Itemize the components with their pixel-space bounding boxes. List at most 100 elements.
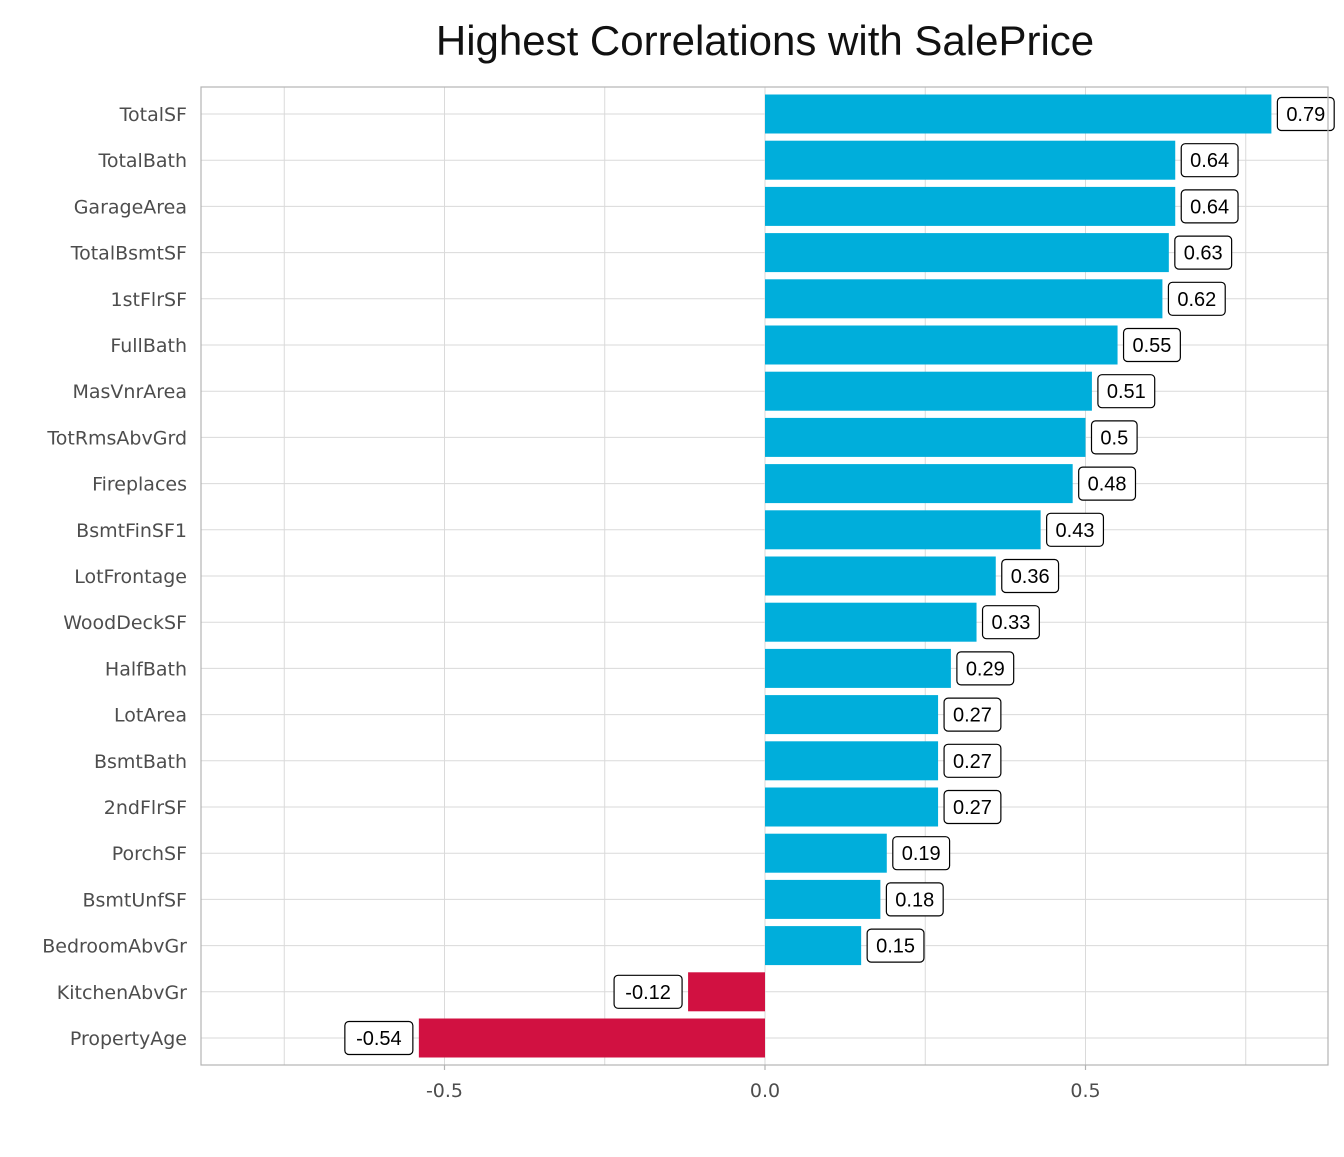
data-label: 0.15 bbox=[866, 928, 925, 963]
y-tick-label: Fireplaces bbox=[92, 474, 187, 496]
data-label: 0.36 bbox=[1001, 558, 1060, 594]
chart-title: Highest Correlations with SalePrice bbox=[436, 17, 1094, 64]
data-label-box bbox=[1122, 327, 1181, 363]
data-label: -0.54 bbox=[344, 1020, 414, 1056]
y-tick-label: TotalSF bbox=[119, 104, 187, 126]
bar-bsmtunfsf bbox=[765, 879, 881, 919]
data-label-text: 0.48 bbox=[1088, 474, 1127, 496]
y-tick-label: PropertyAge bbox=[70, 1028, 187, 1050]
y-tick-label: LotArea bbox=[114, 705, 187, 727]
data-label-text: -0.54 bbox=[356, 1028, 402, 1050]
y-tick-label: BsmtFinSF1 bbox=[76, 520, 187, 542]
data-label: 0.64 bbox=[1180, 189, 1239, 224]
data-label-text: -0.12 bbox=[625, 982, 671, 1004]
data-labels: 0.79 0.64 0.64 0.63 0.62 0.55 0.51 0.5 0.48 0.43 0… bbox=[344, 96, 1335, 1056]
bars bbox=[418, 94, 1272, 1058]
data-label-text: 0.36 bbox=[1011, 566, 1050, 588]
bar-fullbath bbox=[765, 325, 1118, 365]
data-label-box bbox=[943, 743, 1002, 778]
data-label-box bbox=[981, 605, 1040, 640]
data-label-text: 0.29 bbox=[966, 658, 1005, 680]
bar-propertyage bbox=[418, 1018, 765, 1058]
bar-1stflrsf bbox=[765, 279, 1163, 319]
data-label-text: 0.51 bbox=[1107, 381, 1146, 403]
y-tick-label: WoodDeckSF bbox=[63, 612, 187, 634]
y-tick-label: BsmtBath bbox=[94, 751, 187, 773]
bar-bsmtfinsf1 bbox=[765, 510, 1041, 550]
data-label-box bbox=[344, 1020, 414, 1056]
data-label: 0.18 bbox=[885, 882, 944, 917]
data-label-box bbox=[613, 974, 683, 1009]
bar-totalsf bbox=[765, 94, 1272, 134]
data-label: 0.55 bbox=[1122, 327, 1181, 363]
y-tick-label: TotalBath bbox=[97, 150, 187, 172]
data-label-box bbox=[1276, 96, 1335, 132]
x-tick-label: 0.0 bbox=[750, 1080, 780, 1102]
y-tick-label: MasVnrArea bbox=[72, 381, 187, 403]
data-label: 0.33 bbox=[981, 605, 1040, 640]
bar-totrmsabvgrd bbox=[765, 417, 1086, 457]
y-tick-label: 2ndFlrSF bbox=[104, 797, 187, 819]
data-label-box bbox=[1180, 189, 1239, 224]
data-label-text: 0.15 bbox=[876, 936, 915, 958]
y-tick-label: 1stFlrSF bbox=[111, 289, 187, 311]
data-label: 0.27 bbox=[943, 789, 1002, 825]
bar-garagearea bbox=[765, 186, 1176, 226]
data-label-box bbox=[1078, 466, 1137, 501]
x-axis-tick-labels: -0.5 0.0 0.5 bbox=[426, 1065, 1101, 1102]
y-tick-label: PorchSF bbox=[112, 843, 187, 865]
data-label-box bbox=[1167, 281, 1226, 316]
y-tick-label: BedroomAbvGr bbox=[42, 936, 187, 958]
plot-panel-border bbox=[200, 86, 1329, 1066]
data-label-text: 0.62 bbox=[1177, 289, 1216, 311]
data-label-text: 0.63 bbox=[1184, 243, 1223, 265]
data-label-text: 0.33 bbox=[991, 612, 1030, 634]
bar-totalbsmtsf bbox=[765, 233, 1169, 273]
y-tick-label: KitchenAbvGr bbox=[57, 982, 187, 1004]
data-label: 0.5 bbox=[1090, 420, 1138, 455]
data-label-box bbox=[956, 651, 1015, 686]
data-label: -0.12 bbox=[613, 974, 683, 1009]
bar-lotarea bbox=[765, 695, 939, 735]
data-label-text: 0.64 bbox=[1190, 196, 1229, 218]
x-tick-label: -0.5 bbox=[426, 1080, 463, 1102]
data-label-box bbox=[1174, 235, 1233, 270]
data-label: 0.79 bbox=[1276, 96, 1335, 132]
y-tick-label: HalfBath bbox=[105, 658, 187, 680]
y-axis-tick-labels: TotalSF TotalBath GarageArea TotalBsmtSF 1st… bbox=[42, 104, 187, 1050]
data-label-text: 0.43 bbox=[1056, 520, 1095, 542]
data-label-text: 0.55 bbox=[1132, 335, 1171, 357]
y-tick-label: BsmtUnfSF bbox=[82, 889, 187, 911]
bar-totalbath bbox=[765, 140, 1176, 180]
data-label-text: 0.27 bbox=[953, 751, 992, 773]
data-label: 0.29 bbox=[956, 651, 1015, 686]
data-label-text: 0.79 bbox=[1286, 104, 1325, 126]
data-label: 0.62 bbox=[1167, 281, 1226, 316]
bar-wooddecksf bbox=[765, 602, 977, 642]
data-label: 0.43 bbox=[1046, 512, 1105, 547]
bar-2ndflrsf bbox=[765, 787, 939, 827]
data-label-box bbox=[1046, 512, 1105, 547]
bar-bsmtbath bbox=[765, 741, 939, 781]
bar-porchsf bbox=[765, 833, 887, 873]
data-label-box bbox=[1097, 374, 1156, 409]
data-label-text: 0.18 bbox=[895, 889, 934, 911]
data-label-box bbox=[892, 836, 951, 871]
bar-lotfrontage bbox=[765, 556, 996, 596]
data-label-box bbox=[866, 928, 925, 963]
y-tick-label: TotRmsAbvGrd bbox=[46, 427, 187, 449]
data-label-box bbox=[1180, 143, 1239, 178]
data-label-text: 0.27 bbox=[953, 797, 992, 819]
y-tick-label: GarageArea bbox=[74, 196, 187, 218]
data-label-box bbox=[885, 882, 944, 917]
bar-fireplaces bbox=[765, 464, 1073, 504]
data-label-text: 0.19 bbox=[902, 843, 941, 865]
data-label-text: 0.27 bbox=[953, 705, 992, 727]
x-tick-label: 0.5 bbox=[1070, 1080, 1100, 1102]
data-label: 0.19 bbox=[892, 836, 951, 871]
data-label-box bbox=[1090, 420, 1138, 455]
data-label-box bbox=[943, 789, 1002, 825]
data-label: 0.48 bbox=[1078, 466, 1137, 501]
